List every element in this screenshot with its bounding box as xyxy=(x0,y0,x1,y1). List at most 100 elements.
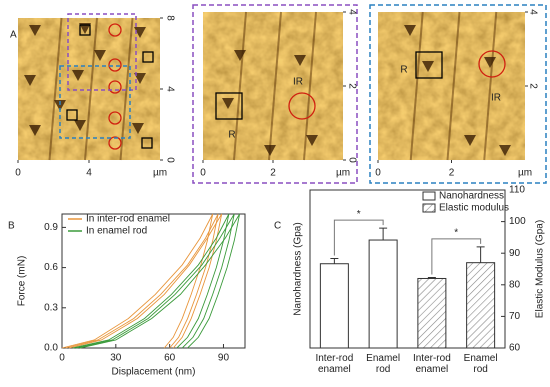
y-tick-label: 4 xyxy=(527,9,538,15)
panel-label: A xyxy=(10,30,17,41)
x-tick-label: Inter-rod enamel xyxy=(315,353,354,375)
x-tick-label: Inter-rod enamel xyxy=(412,353,451,375)
legend-label: Nanohardness xyxy=(439,191,504,202)
error-bar xyxy=(427,277,436,279)
bar xyxy=(417,277,447,349)
marker-circle xyxy=(108,23,122,37)
annotation: R xyxy=(400,65,407,76)
afm-texture xyxy=(203,12,343,160)
rod-boundary xyxy=(119,17,134,161)
y2-tick-label: 110 xyxy=(509,185,525,196)
x-tick-label: 4 xyxy=(86,168,92,179)
marker-circle xyxy=(108,111,122,125)
y-tick-label: 0.6 xyxy=(44,262,58,273)
y-tick-label: 0.3 xyxy=(44,302,58,313)
indent xyxy=(74,120,86,131)
indent xyxy=(422,61,434,72)
y2-axis-label: Elastic Modulus (Gpa) xyxy=(535,220,546,318)
bar xyxy=(466,262,496,349)
annotation: IR xyxy=(293,77,303,88)
legend-label: Elastic modulus xyxy=(439,203,509,214)
y2-tick-label: 90 xyxy=(509,248,521,259)
rod-boundary xyxy=(233,11,247,161)
indent xyxy=(294,55,306,66)
curve xyxy=(61,213,214,349)
indent xyxy=(24,75,36,86)
error-bar xyxy=(379,227,388,241)
zoom-frame xyxy=(369,4,547,184)
y2-tick-label: 80 xyxy=(509,279,521,290)
marker-circle xyxy=(108,80,122,94)
indent xyxy=(484,57,496,68)
curve xyxy=(65,213,219,349)
indent xyxy=(499,145,511,156)
panel-label: B xyxy=(8,221,15,232)
indent xyxy=(132,123,144,134)
rod-boundary xyxy=(303,11,317,161)
indent xyxy=(134,27,146,38)
significance-mark: * xyxy=(454,228,458,239)
y-tick-label: 4 xyxy=(164,86,175,92)
x-tick-label: 60 xyxy=(164,353,176,364)
marker-box xyxy=(141,137,153,149)
x-axis-label: Displacement (nm) xyxy=(112,367,196,378)
indent xyxy=(72,70,84,81)
indent xyxy=(54,100,66,111)
curve xyxy=(69,213,223,349)
y-tick-label: 0 xyxy=(346,157,357,163)
y2-tick-label: 60 xyxy=(509,343,521,354)
marker-box xyxy=(142,51,154,63)
plot-frame xyxy=(309,189,506,349)
marker-box xyxy=(79,24,91,36)
significance-bracket xyxy=(333,219,384,256)
y-tick-label: 2 xyxy=(346,83,357,89)
x-tick-label: 0 xyxy=(200,168,206,179)
y-tick-label: 2 xyxy=(527,83,538,89)
significance-bracket xyxy=(431,238,482,275)
y-axis-label: Nanohardness (Gpa) xyxy=(293,222,304,315)
x-tick-label: 0 xyxy=(15,168,21,179)
indent xyxy=(94,50,106,61)
indent xyxy=(222,98,234,109)
legend-label: In enamel rod xyxy=(86,226,147,237)
y2-tick-label: 70 xyxy=(509,311,521,322)
y-tick-label: 0.9 xyxy=(44,222,58,233)
x-tick-label: 2 xyxy=(270,168,276,179)
plot-frame xyxy=(61,213,246,349)
curve xyxy=(76,213,235,349)
annotation: R xyxy=(228,130,235,141)
y-tick-label: 8 xyxy=(164,15,175,21)
rod-boundary xyxy=(409,11,424,161)
x-axis-label: µm xyxy=(153,168,167,179)
x-tick-label: 0 xyxy=(59,353,65,364)
marker-box xyxy=(415,51,443,79)
bar xyxy=(319,263,349,349)
x-tick-label: Enamel rod xyxy=(366,353,401,375)
indent xyxy=(404,25,416,36)
marker-circle xyxy=(108,58,122,72)
x-tick-label: 2 xyxy=(449,168,455,179)
x-axis-label: µm xyxy=(336,168,350,179)
bar xyxy=(368,239,398,349)
legend-swatch xyxy=(422,203,436,213)
legend-swatch xyxy=(422,191,436,201)
marker-box xyxy=(66,109,78,121)
y2-tick-label: 100 xyxy=(509,216,526,227)
indent xyxy=(29,25,41,36)
indent xyxy=(464,135,476,146)
panel-label: C xyxy=(274,221,281,232)
error-bar xyxy=(330,257,339,264)
marker-circle xyxy=(288,92,316,120)
rod-boundary xyxy=(446,11,461,161)
significance-mark: * xyxy=(357,209,361,220)
x-tick-label: 0 xyxy=(375,168,381,179)
zoom-frame xyxy=(192,4,358,184)
curve xyxy=(72,213,230,349)
indent xyxy=(79,23,91,34)
indent xyxy=(29,125,41,136)
rod-boundary xyxy=(268,11,282,161)
rod-boundary xyxy=(48,17,63,161)
y-tick-label: 4 xyxy=(346,9,357,15)
y-tick-label: 0 xyxy=(164,157,175,163)
